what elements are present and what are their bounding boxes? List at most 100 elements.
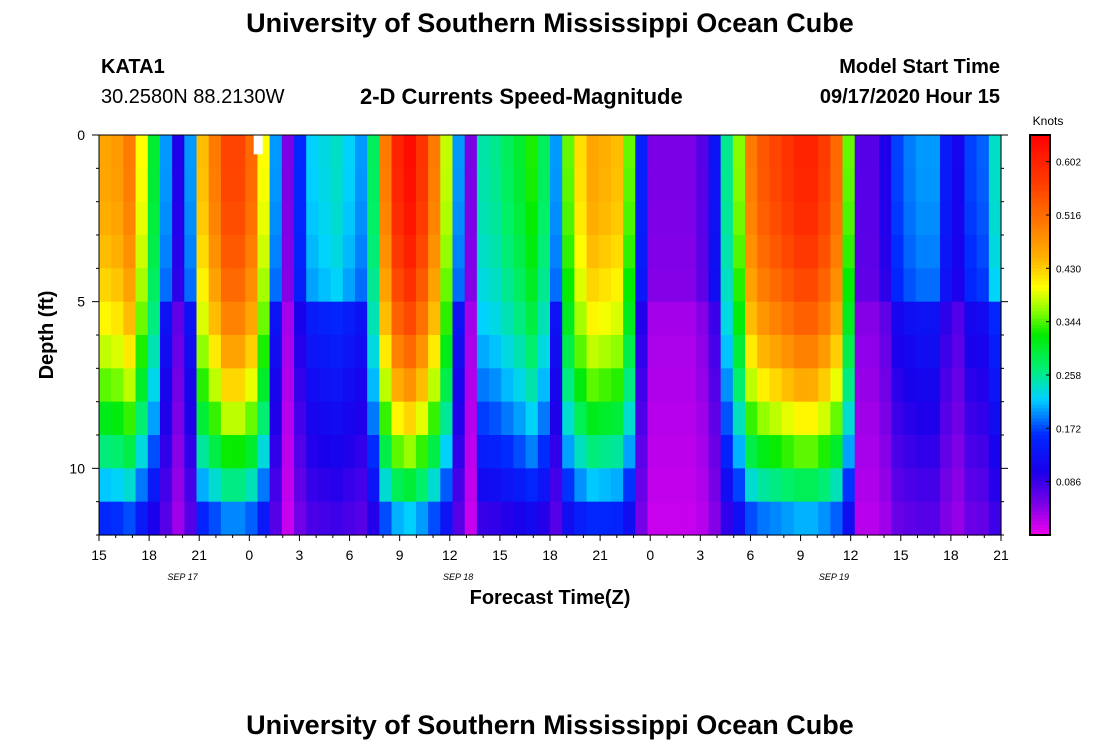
heatmap-cell — [99, 468, 112, 503]
colorbar-swatch — [1030, 355, 1050, 359]
heatmap-cell — [233, 435, 246, 469]
heatmap-cell — [537, 168, 551, 203]
heatmap-cell — [379, 301, 393, 336]
heatmap-cell — [513, 235, 527, 269]
heatmap-cell — [379, 168, 393, 203]
heatmap-cell — [574, 301, 588, 336]
heatmap-cell — [781, 335, 795, 369]
heatmap-cell — [379, 501, 393, 536]
heatmap-cell — [976, 401, 990, 436]
heatmap-cell — [428, 435, 441, 469]
heatmap-cell — [354, 235, 368, 269]
heatmap-cell — [732, 468, 746, 503]
heatmap-cell — [659, 168, 673, 203]
heatmap-cell — [964, 401, 978, 436]
heatmap-cell — [513, 135, 527, 169]
heatmap-cell — [403, 501, 417, 536]
heatmap-cell — [513, 468, 527, 503]
heatmap-cell — [769, 268, 783, 303]
heatmap-cell — [501, 401, 515, 436]
heatmap-cell — [415, 235, 429, 269]
colorbar-swatch — [1030, 205, 1050, 209]
heatmap-cell — [635, 235, 649, 269]
heatmap-cell — [135, 268, 149, 303]
heatmap-cell — [976, 335, 990, 369]
heatmap-cell — [196, 301, 210, 336]
colorbar-swatch — [1030, 341, 1050, 346]
heatmap-cell — [635, 335, 649, 369]
heatmap-cell — [696, 501, 710, 536]
heatmap-cell — [257, 501, 271, 536]
heatmap-cell — [330, 235, 344, 269]
heatmap-cell — [257, 301, 271, 336]
heatmap-cell — [988, 368, 1002, 403]
heatmap-cell — [903, 201, 917, 236]
heatmap-cell — [915, 135, 929, 169]
heatmap-cell — [988, 235, 1002, 269]
heatmap-cell — [610, 235, 624, 269]
colorbar-swatch — [1030, 311, 1050, 316]
heatmap-cell — [586, 468, 600, 503]
heatmap-cell — [586, 168, 600, 203]
heatmap-cell — [903, 301, 917, 336]
heatmap-cell — [147, 268, 161, 303]
heatmap-cell — [489, 235, 502, 269]
heatmap-cell — [440, 301, 454, 336]
heatmap-cell — [976, 435, 990, 469]
colorbar-swatch — [1030, 501, 1050, 506]
heatmap-cell — [927, 335, 941, 369]
heatmap-cell — [769, 435, 783, 469]
heatmap-cell — [623, 368, 636, 403]
heatmap-cell — [391, 135, 405, 169]
heatmap-cell — [489, 335, 502, 369]
heatmap-cell — [257, 335, 271, 369]
heatmap-cell — [525, 235, 539, 269]
heatmap-cells — [99, 135, 1002, 536]
heatmap-cell — [745, 435, 758, 469]
colorbar-swatch — [1030, 195, 1050, 199]
heatmap-cell — [684, 235, 697, 269]
heatmap-cell — [123, 201, 137, 236]
colorbar-frame — [1029, 134, 1051, 536]
colorbar-swatch — [1030, 158, 1050, 163]
heatmap-cell — [891, 501, 905, 536]
heatmap-cell — [854, 268, 868, 303]
heatmap-cell — [233, 235, 246, 269]
heatmap-cell — [708, 235, 722, 269]
heatmap-cell — [99, 135, 112, 169]
heatmap-cell — [635, 168, 649, 203]
heatmap-cell — [781, 268, 795, 303]
heatmap-cell — [245, 201, 259, 236]
heatmap-cell — [440, 268, 454, 303]
heatmap-cell — [940, 201, 953, 236]
heatmap-cell — [659, 301, 673, 336]
heatmap-cell — [428, 468, 441, 503]
heatmap-cell — [452, 368, 466, 403]
colorbar-swatch — [1030, 351, 1050, 356]
heatmap-cell — [671, 201, 685, 236]
heatmap-cell — [476, 168, 490, 203]
heatmap-cell — [184, 501, 198, 536]
x-tick-label: 6 — [346, 547, 354, 563]
heatmap-cell — [281, 135, 295, 169]
heatmap-cell — [903, 435, 917, 469]
colorbar-swatch — [1030, 258, 1050, 263]
heatmap-cell — [879, 368, 892, 403]
colorbar-swatch — [1030, 531, 1050, 536]
heatmap-cell — [940, 368, 953, 403]
colorbar-tick-label: 0.430 — [1056, 264, 1081, 275]
heatmap-cell — [111, 201, 124, 236]
heatmap-cell — [537, 301, 551, 336]
heatmap-cell — [647, 301, 661, 336]
colorbar-swatch — [1030, 261, 1050, 266]
heatmap-cell — [830, 401, 844, 436]
heatmap-cell — [233, 268, 246, 303]
heatmap-cell — [196, 468, 210, 503]
heatmap-cell — [830, 368, 844, 403]
heatmap-cell — [647, 235, 661, 269]
heatmap-cell — [391, 435, 405, 469]
heatmap-cell — [391, 201, 405, 236]
heatmap-cell — [123, 368, 137, 403]
x-tick-label: 9 — [797, 547, 805, 563]
heatmap-cell — [769, 201, 783, 236]
